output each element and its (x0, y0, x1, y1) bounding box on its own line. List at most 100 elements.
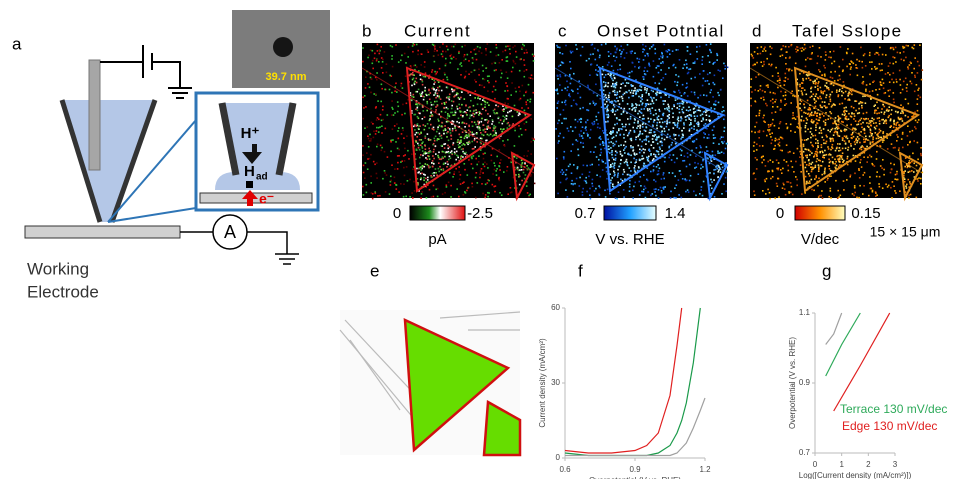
map-pixel (367, 83, 369, 85)
map-pixel (849, 176, 851, 178)
map-pixel (824, 169, 826, 171)
map-pixel (826, 135, 828, 137)
map-pixel (487, 192, 489, 194)
map-pixel (677, 122, 679, 124)
map-pixel (822, 93, 824, 95)
y-tick-label: 0 (556, 453, 561, 462)
map-pixel (477, 104, 479, 106)
map-pixel (697, 163, 699, 165)
map-pixel (392, 108, 394, 110)
map-pixel (658, 92, 660, 94)
map-pixel (786, 68, 788, 70)
map-pixel (445, 65, 447, 67)
map-pixel (588, 110, 590, 112)
map-pixel (443, 107, 445, 109)
map-pixel (371, 122, 373, 124)
map-pixel (659, 148, 661, 150)
map-pixel (526, 121, 528, 123)
map-pixel (675, 99, 677, 101)
map-pixel (426, 95, 428, 97)
map-pixel (659, 168, 661, 170)
map-pixel (643, 78, 645, 80)
map-pixel (706, 146, 708, 148)
map-pixel (487, 43, 489, 45)
map-pixel (819, 151, 821, 153)
map-pixel (597, 95, 599, 97)
map-pixel (596, 156, 598, 158)
map-pixel (686, 109, 688, 111)
map-pixel (437, 188, 439, 190)
map-pixel (419, 74, 421, 76)
map-pixel (618, 119, 620, 121)
map-pixel (502, 109, 504, 111)
map-pixel (523, 172, 525, 174)
map-pixel (689, 118, 691, 120)
map-pixel (511, 82, 513, 84)
map-pixel (824, 90, 826, 92)
map-pixel (634, 107, 636, 109)
map-pixel (825, 119, 827, 121)
map-pixel (907, 135, 909, 137)
map-pixel (640, 176, 642, 178)
map-pixel (565, 118, 567, 120)
map-pixel (485, 184, 487, 186)
map-pixel (482, 78, 484, 80)
map-pixel (792, 194, 794, 196)
map-pixel (862, 76, 864, 78)
map-pixel (614, 78, 616, 80)
map-pixel (575, 103, 577, 105)
map-pixel (374, 53, 376, 55)
map-pixel (449, 172, 451, 174)
map-pixel (836, 148, 838, 150)
map-pixel (790, 192, 792, 194)
map-pixel (902, 120, 904, 122)
map-pixel (500, 119, 502, 121)
map-pixel (656, 150, 658, 152)
map-pixel (683, 93, 685, 95)
map-pixel (912, 153, 914, 155)
map-pixel (433, 88, 435, 90)
map-pixel (656, 166, 658, 168)
map-pixel (813, 83, 815, 85)
map-pixel (700, 115, 702, 117)
map-pixel (530, 153, 532, 155)
map-pixel (441, 103, 443, 105)
map-pixel (635, 136, 637, 138)
map-pixel (657, 122, 659, 124)
map-pixel (842, 103, 844, 105)
map-pixel (851, 106, 853, 108)
map-pixel (580, 108, 582, 110)
map-pixel (899, 70, 901, 72)
map-pixel (785, 95, 787, 97)
map-pixel (465, 59, 467, 61)
map-pixel (377, 100, 379, 102)
map-pixel (486, 119, 488, 121)
map-pixel (565, 100, 567, 102)
map-pixel (639, 89, 641, 91)
map-title: Tafel Sslope (792, 21, 903, 40)
map-pixel (523, 70, 525, 72)
map-pixel (715, 169, 717, 171)
map-pixel (866, 146, 868, 148)
map-pixel (787, 78, 789, 80)
map-pixel (839, 103, 841, 105)
map-pixel (803, 151, 805, 153)
map-pixel (790, 102, 792, 104)
map-pixel (644, 149, 646, 151)
map-pixel (666, 120, 668, 122)
map-pixel (651, 90, 653, 92)
map-pixel (912, 130, 914, 132)
map-pixel (500, 77, 502, 79)
map-pixel (661, 138, 663, 140)
map-pixel (906, 84, 908, 86)
map-pixel (612, 143, 614, 145)
map-pixel (492, 91, 494, 93)
map-pixel (379, 195, 381, 197)
map-pixel (639, 66, 641, 68)
map-pixel (870, 143, 872, 145)
map-pixel (435, 145, 437, 147)
map-pixel (375, 93, 377, 95)
map-pixel (613, 127, 615, 129)
map-pixel (639, 149, 641, 151)
map-pixel (875, 89, 877, 91)
